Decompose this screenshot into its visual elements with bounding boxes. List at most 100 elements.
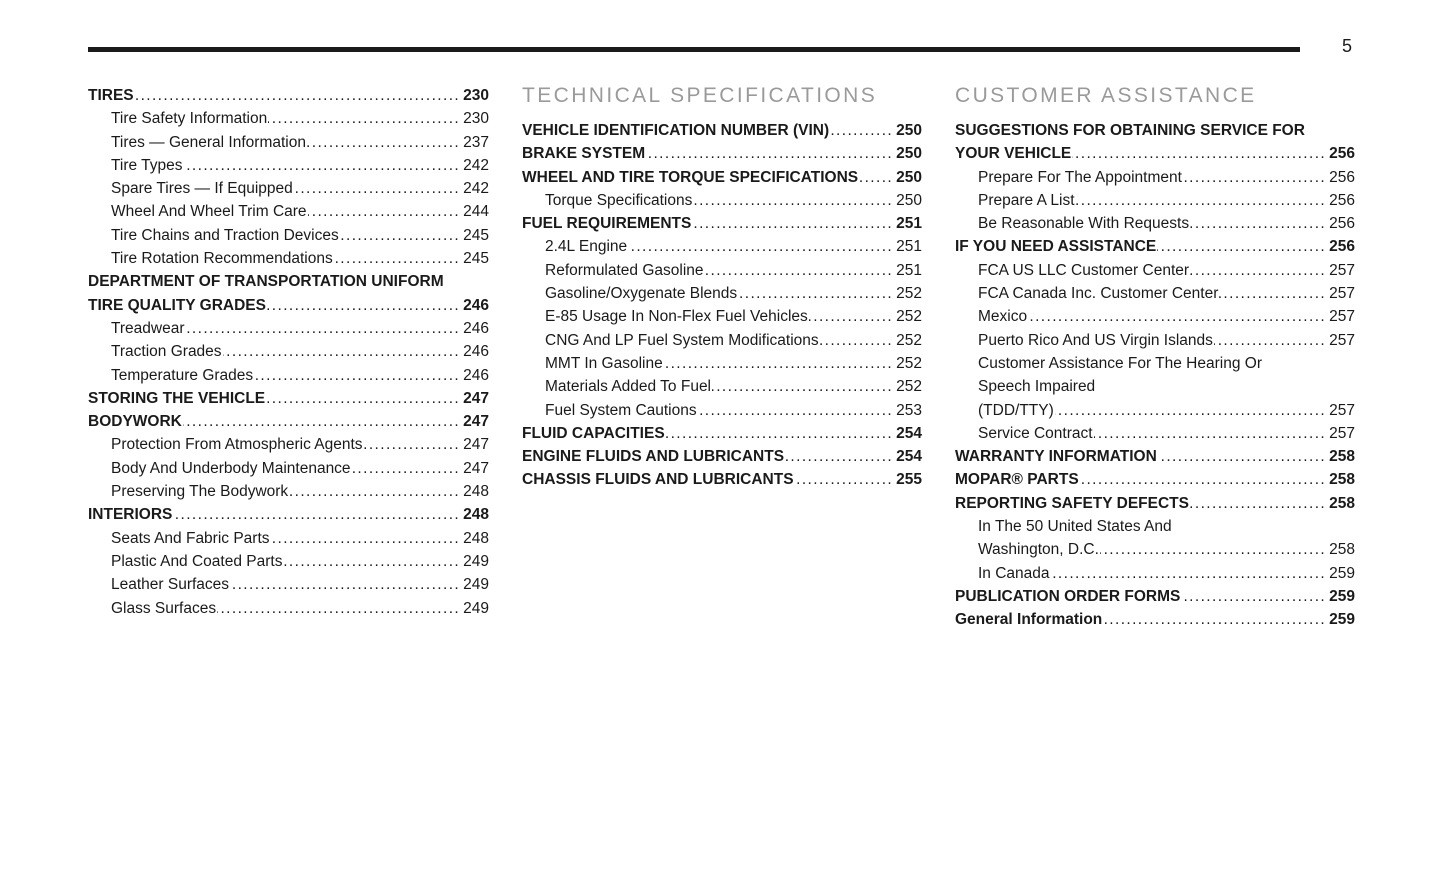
entry-label: STORING THE VEHICLE: [88, 389, 266, 407]
column-heading: CUSTOMER ASSISTANCE: [955, 84, 1257, 107]
entry-label: MOPAR® PARTS: [955, 471, 1079, 489]
entry-label: Treadwear: [111, 319, 185, 337]
toc-entry: Puerto Rico And US Virgin Islands 257: [955, 329, 1355, 352]
toc-entry: Mexico 257: [955, 305, 1355, 328]
entry-label: REPORTING SAFETY DEFECTS: [955, 494, 1189, 512]
toc-entry: CNG And LP Fuel System Modifications 252: [522, 329, 922, 352]
dot-leader: [1190, 259, 1326, 282]
entry-label: Service Contract: [978, 424, 1093, 442]
entry-page-number: 249: [463, 576, 489, 594]
entry-page-number: 245: [463, 226, 489, 244]
dot-leader: [795, 468, 894, 491]
entry-page-number: 244: [463, 203, 489, 221]
toc-entry: Torque Specifications 250: [522, 189, 922, 212]
entry-page-number: 248: [463, 529, 489, 547]
toc-entry: BRAKE SYSTEM 250: [522, 142, 922, 165]
dot-leader: [1103, 608, 1326, 631]
dot-leader: [223, 340, 461, 363]
dot-leader: [294, 177, 460, 200]
toc-entry: Reformulated Gasoline 251: [522, 259, 922, 282]
entry-label: Tire Rotation Recommendations: [111, 250, 333, 268]
entry-label: CHASSIS FLUIDS AND LUBRICANTS: [522, 471, 794, 489]
entry-page-number: 256: [1329, 145, 1355, 163]
toc-entry: VEHICLE IDENTIFICATION NUMBER (VIN) 250: [522, 119, 922, 142]
entry-label: (TDD/TTY): [978, 401, 1054, 419]
entry-label: SUGGESTIONS FOR OBTAINING SERVICE FOR: [955, 122, 1305, 139]
entry-page-number: 255: [896, 471, 922, 489]
dot-leader: [186, 317, 461, 340]
dot-leader: [340, 224, 460, 247]
toc-entry: SUGGESTIONS FOR OBTAINING SERVICE FOR YOU…: [955, 119, 1355, 166]
dot-leader: [1181, 585, 1326, 608]
entry-page-number: 256: [1329, 191, 1355, 209]
toc-entry: TIRES 230: [88, 84, 489, 107]
dot-leader: [712, 375, 893, 398]
dot-leader: [830, 119, 893, 142]
dot-leader: [664, 352, 893, 375]
toc-entry: Prepare A List 256: [955, 189, 1355, 212]
toc-entry: In Canada 259: [955, 562, 1355, 585]
entry-label: Fuel System Cautions: [545, 401, 697, 419]
toc-entry: Tire Rotation Recommendations 245: [88, 247, 489, 270]
entry-page-number: 252: [896, 354, 922, 372]
entry-label: BRAKE SYSTEM: [522, 145, 646, 163]
dot-leader: [698, 399, 894, 422]
toc-entry: PUBLICATION ORDER FORMS 259: [955, 585, 1355, 608]
toc-entry: General Information 259: [955, 608, 1355, 631]
dot-leader: [1076, 189, 1327, 212]
entry-label: Gasoline/Oxygenate Blends: [545, 285, 738, 303]
entry-label: Speech Impaired: [978, 378, 1096, 396]
toc-entry: Treadwear 246: [88, 317, 489, 340]
entry-label: Plastic And Coated Parts: [111, 552, 283, 570]
entry-page-number: 254: [896, 424, 922, 442]
toc-entry: WHEEL AND TIRE TORQUE SPECIFICATIONS 250: [522, 166, 922, 189]
entry-label: Torque Specifications: [545, 191, 693, 209]
dot-leader: [1051, 562, 1327, 585]
toc-entry: Service Contract 257: [955, 422, 1355, 445]
toc-entry: MOPAR® PARTS 258: [955, 468, 1355, 491]
entry-page-number: 257: [1329, 261, 1355, 279]
entry-label: DEPARTMENT OF TRANSPORTATION UNIFORM: [88, 273, 444, 291]
dot-leader: [1157, 235, 1326, 258]
dot-leader: [738, 282, 893, 305]
entry-page-number: 256: [1329, 238, 1355, 256]
entry-label: FUEL REQUIREMENTS: [522, 215, 692, 233]
entry-page-number: 258: [1329, 494, 1355, 512]
toc-entry: FCA US LLC Customer Center 257: [955, 259, 1355, 282]
toc-entry: MMT In Gasoline 252: [522, 352, 922, 375]
entry-page-number: 247: [463, 459, 489, 477]
dot-leader: [135, 84, 460, 107]
toc-column-middle: TECHNICAL SPECIFICATIONS VEHICLE IDENTIFI…: [522, 84, 922, 492]
entry-label: Tires — General Information: [111, 133, 306, 151]
toc-entry: Body And Underbody Maintenance 247: [88, 457, 489, 480]
entry-page-number: 252: [896, 285, 922, 303]
dot-leader: [1055, 399, 1326, 422]
toc-entry: Glass Surfaces 249: [88, 597, 489, 620]
entry-page-number: 237: [463, 133, 489, 151]
entry-page-number: 258: [1329, 541, 1355, 559]
entry-label: Preserving The Bodywork: [111, 483, 289, 501]
entry-page-number: 259: [1329, 564, 1355, 582]
dot-leader: [254, 364, 460, 387]
entry-label: Protection From Atmospheric Agents: [111, 436, 363, 454]
entry-label: Wheel And Wheel Trim Care: [111, 203, 307, 221]
dot-leader: [692, 212, 893, 235]
toc-entry: Wheel And Wheel Trim Care 244: [88, 200, 489, 223]
toc-entry: DEPARTMENT OF TRANSPORTATION UNIFORM TIRE…: [88, 270, 489, 317]
entry-label: BODYWORK: [88, 413, 182, 431]
entry-label: Tire Safety Information: [111, 110, 268, 128]
toc-entry: FUEL REQUIREMENTS 251: [522, 212, 922, 235]
dot-leader: [628, 235, 893, 258]
entry-page-number: 256: [1329, 168, 1355, 186]
entry-page-number: 250: [896, 122, 922, 139]
entry-page-number: 257: [1329, 285, 1355, 303]
entry-label: YOUR VEHICLE: [955, 145, 1072, 163]
entry-page-number: 242: [463, 180, 489, 198]
dot-leader: [364, 433, 461, 456]
toc-entry: 2.4L Engine 251: [522, 235, 922, 258]
entry-page-number: 259: [1329, 587, 1355, 605]
toc-entry: Plastic And Coated Parts 249: [88, 550, 489, 573]
toc-entry: Traction Grades 246: [88, 340, 489, 363]
entry-page-number: 242: [463, 156, 489, 174]
entry-label: Leather Surfaces: [111, 576, 230, 594]
